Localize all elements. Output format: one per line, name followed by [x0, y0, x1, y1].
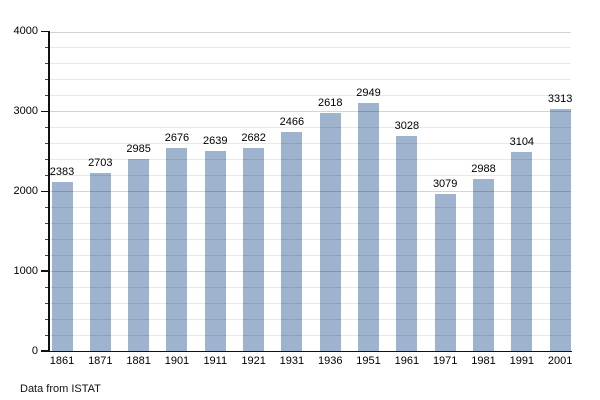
y-axis-minor-tick — [44, 159, 48, 161]
gridline-major — [48, 191, 571, 193]
y-axis-minor-tick — [44, 63, 48, 65]
bar-value-label: 3104 — [509, 135, 535, 148]
y-axis-minor-tick — [44, 47, 48, 49]
bar-value-label: 3028 — [394, 120, 420, 133]
x-axis-label: 1991 — [509, 355, 535, 367]
gridline-minor — [48, 303, 571, 305]
y-axis-minor-tick — [44, 287, 48, 289]
gridline-minor — [48, 255, 571, 257]
y-axis-minor-tick — [44, 239, 48, 241]
y-axis-major-tick — [40, 350, 48, 352]
bar-value-label: 2988 — [471, 162, 496, 175]
gridline-major — [48, 271, 571, 273]
bar-value-label: 2676 — [164, 132, 190, 145]
gridline-minor — [48, 319, 571, 321]
bar — [166, 148, 188, 351]
y-axis-label: 4000 — [13, 25, 38, 37]
gridline-minor — [48, 335, 571, 337]
bar — [204, 150, 226, 351]
y-axis-label: 1000 — [13, 264, 38, 277]
bar — [128, 158, 150, 351]
gridline-minor — [48, 143, 571, 145]
x-axis-label: 1951 — [356, 355, 381, 367]
y-axis-minor-tick — [44, 95, 48, 97]
y-axis-label: 3000 — [13, 104, 38, 117]
bar — [89, 173, 111, 351]
y-axis-minor-tick — [44, 319, 48, 321]
y-axis-minor-tick — [44, 255, 48, 257]
x-axis-label: 1901 — [164, 355, 190, 367]
y-axis-major-tick — [40, 30, 48, 33]
bar — [243, 147, 265, 351]
chart-source-note: Data from ISTAT — [20, 383, 101, 395]
bar — [358, 102, 380, 351]
bar — [281, 131, 303, 351]
y-axis-label: 2000 — [13, 184, 38, 197]
y-axis-line — [48, 31, 50, 352]
gridline-minor — [48, 239, 571, 241]
y-axis-major-tick — [40, 190, 48, 192]
bar — [473, 178, 495, 351]
bar-value-label: 2949 — [356, 86, 381, 99]
bar — [396, 136, 418, 351]
gridline-minor — [48, 207, 571, 209]
gridline-major — [48, 111, 571, 113]
bar-value-label: 2639 — [203, 134, 228, 147]
x-axis-label: 1871 — [88, 355, 113, 367]
x-axis-label: 2001 — [547, 355, 573, 367]
bar-value-label: 3313 — [547, 92, 573, 105]
bar-value-label: 2383 — [49, 166, 75, 179]
x-axis-label: 1971 — [432, 355, 458, 367]
gridline-major — [48, 31, 571, 33]
gridline-minor — [48, 63, 571, 65]
bar-value-label: 3079 — [432, 178, 458, 191]
x-axis-label: 1911 — [203, 355, 228, 367]
gridline-minor — [48, 159, 571, 161]
bar — [319, 113, 341, 351]
x-axis-label: 1981 — [471, 355, 496, 367]
gridline-minor — [48, 79, 571, 81]
gridline-minor — [48, 47, 571, 49]
y-axis-minor-tick — [44, 127, 48, 129]
bar-value-label: 2618 — [317, 97, 343, 110]
bar-value-label: 2985 — [126, 142, 151, 155]
y-axis-minor-tick — [44, 335, 48, 337]
y-axis-major-tick — [40, 270, 48, 272]
bar — [511, 151, 533, 351]
x-axis-label: 1881 — [126, 355, 151, 367]
y-axis-major-tick — [40, 110, 48, 113]
y-axis-minor-tick — [44, 175, 48, 177]
y-axis-minor-tick — [44, 79, 48, 81]
bar-value-label: 2466 — [279, 115, 305, 128]
gridline-minor — [48, 223, 571, 225]
bar — [549, 108, 571, 351]
x-axis-label: 1931 — [279, 355, 305, 367]
bar-value-label: 2682 — [241, 131, 266, 144]
bar — [434, 194, 456, 351]
x-axis-line — [48, 350, 572, 353]
x-axis-label: 1921 — [241, 355, 266, 367]
y-axis-minor-tick — [44, 207, 48, 209]
y-axis-minor-tick — [44, 303, 48, 305]
y-axis-label: 0 — [31, 344, 38, 357]
y-axis-minor-tick — [44, 143, 48, 145]
gridline-minor — [48, 127, 571, 129]
y-axis-minor-tick — [44, 223, 48, 225]
gridline-minor — [48, 287, 571, 289]
bar-value-label: 2703 — [88, 157, 113, 170]
x-axis-label: 1936 — [317, 355, 343, 367]
bar — [51, 182, 73, 351]
gridline-minor — [48, 95, 571, 97]
x-axis-label: 1961 — [394, 355, 420, 367]
x-axis-label: 1861 — [49, 355, 75, 367]
gridline-minor — [48, 175, 571, 177]
